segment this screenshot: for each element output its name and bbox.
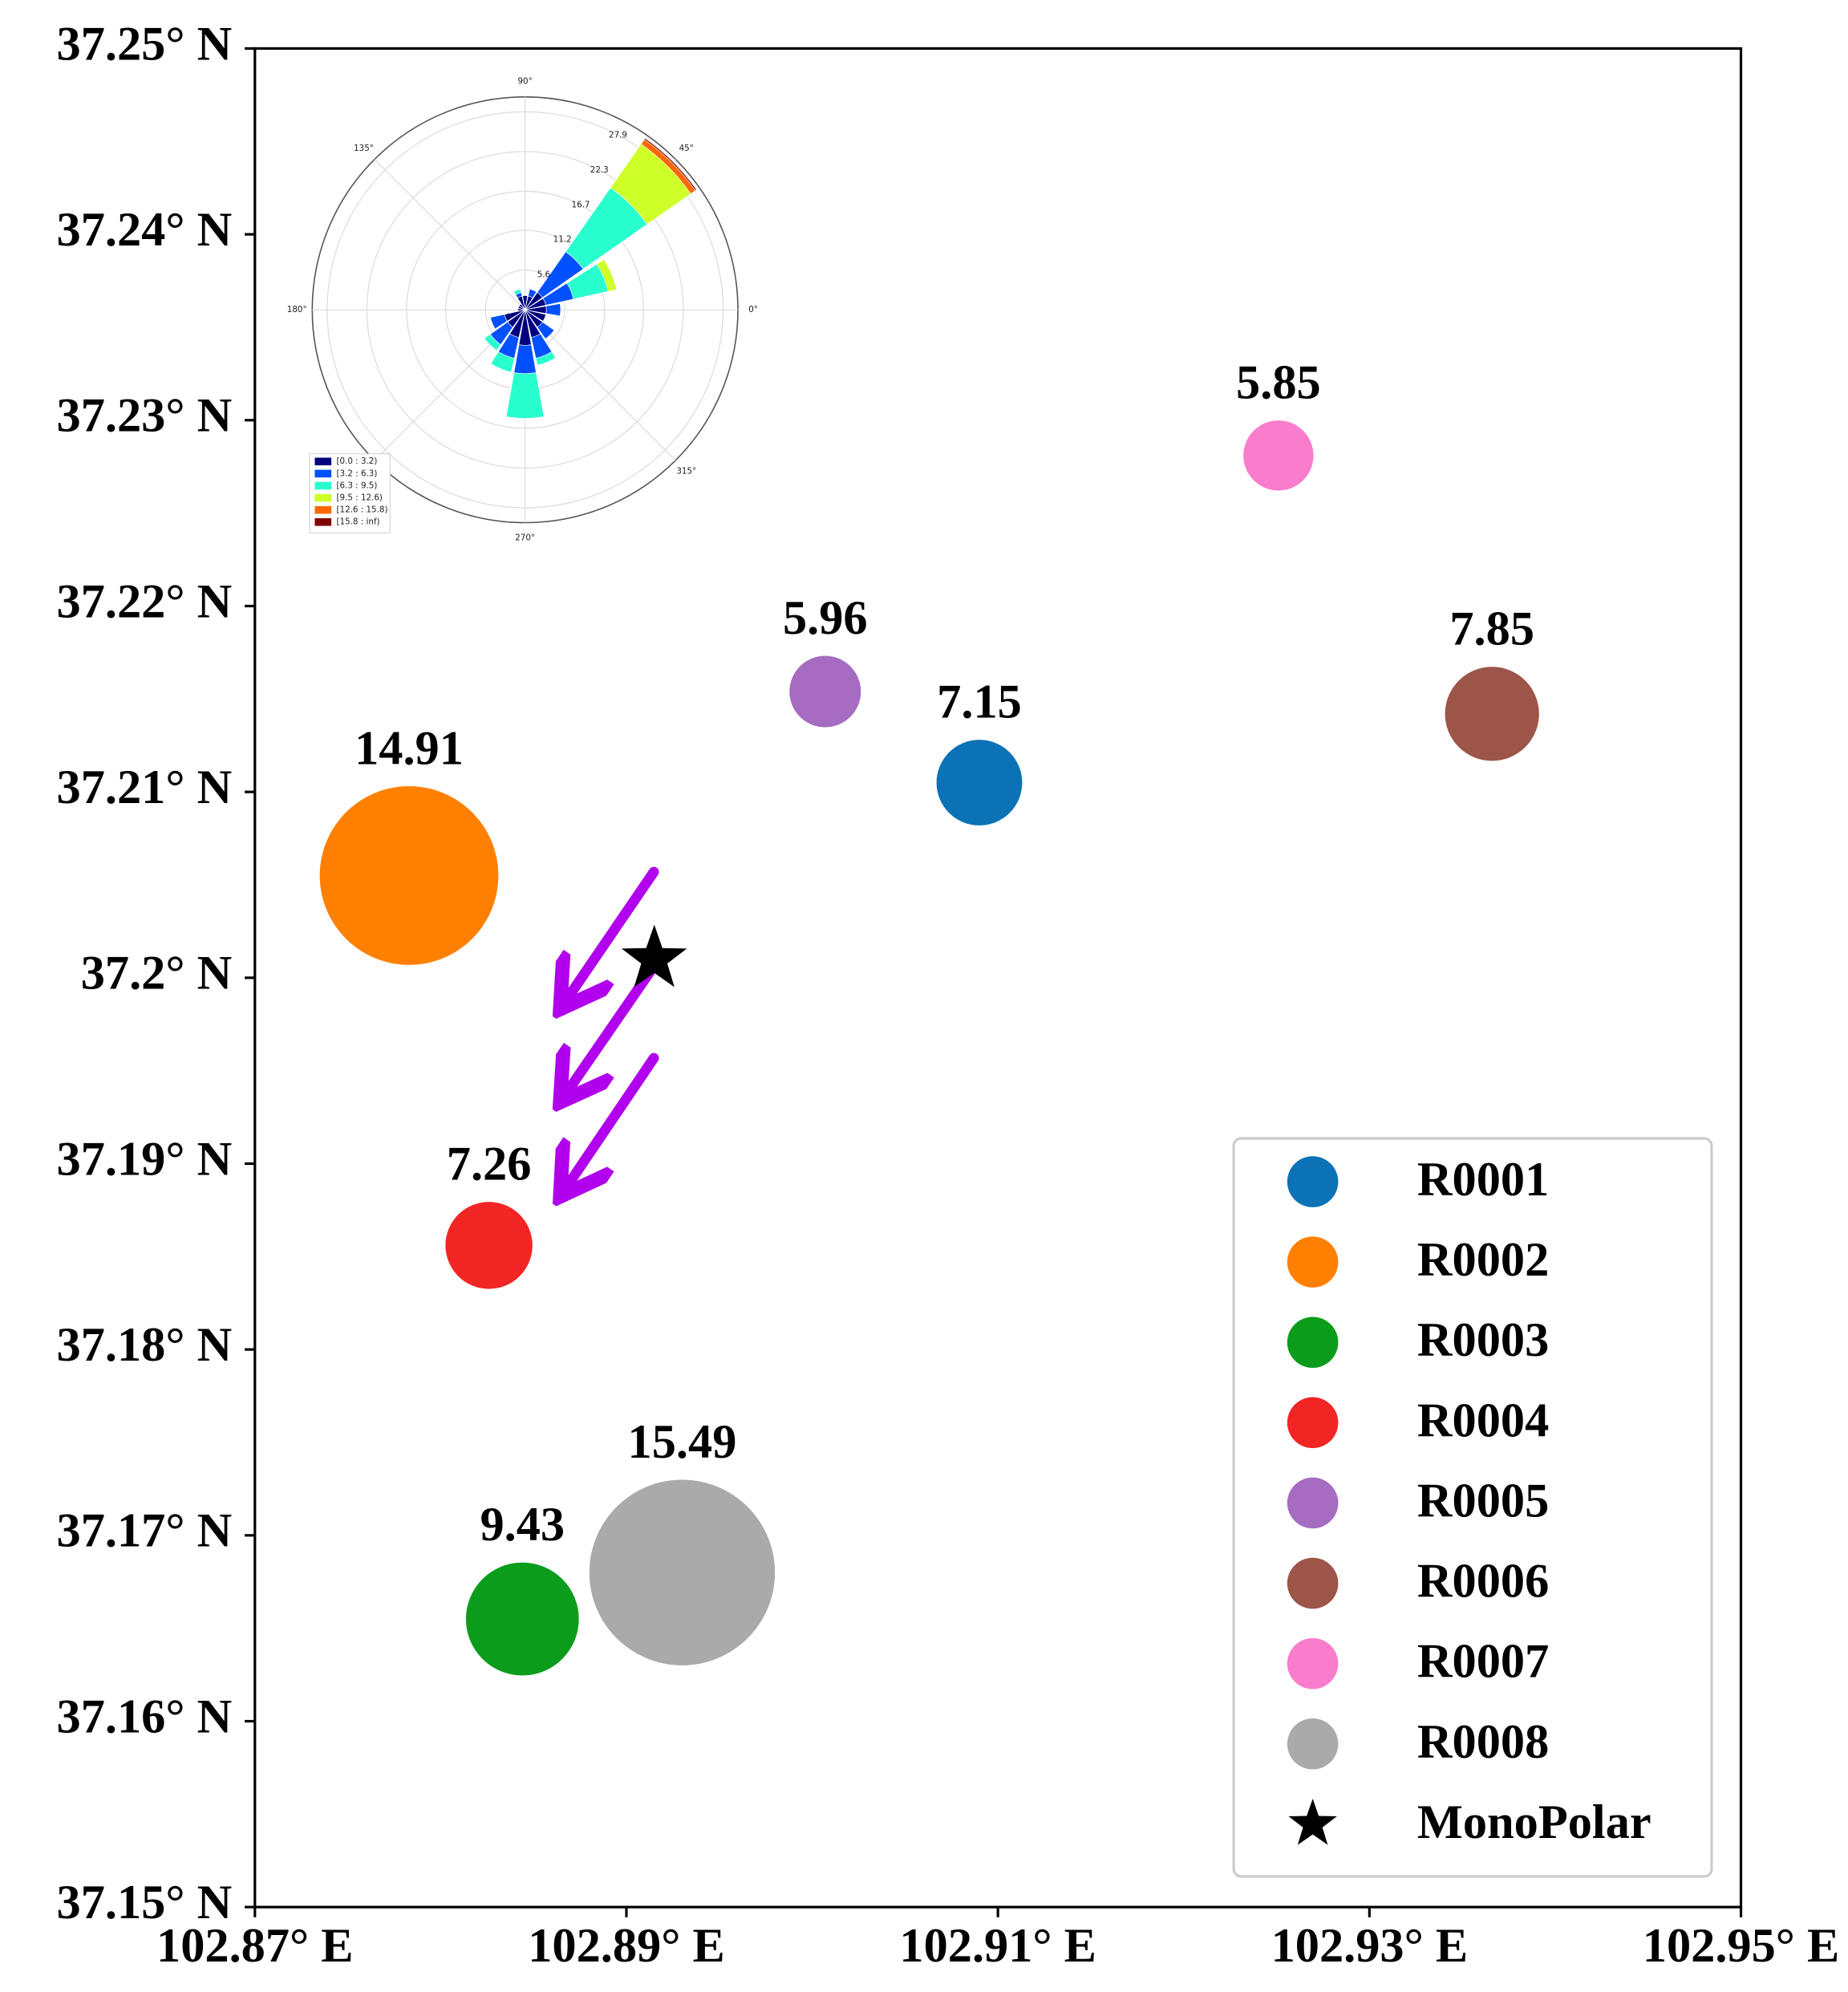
x-tick-label: 102.91° E	[899, 1919, 1096, 1973]
legend-label: R0001	[1417, 1153, 1549, 1207]
windrose-segment	[525, 309, 546, 322]
legend-marker	[1287, 1637, 1339, 1690]
bubble	[789, 655, 861, 728]
legend-marker	[1287, 1718, 1339, 1770]
windrose-angle-label: 90°	[518, 77, 533, 87]
windrose-legend-label: [6.3 : 9.5)	[336, 481, 377, 490]
bubble	[445, 1202, 533, 1289]
windrose-legend-swatch	[314, 505, 332, 514]
windrose-angle-label: 0°	[748, 305, 758, 314]
windrose-legend-swatch	[314, 457, 332, 466]
windrose-segment	[513, 288, 522, 295]
value-label: 7.85	[1449, 602, 1534, 656]
windrose-legend-swatch	[314, 481, 332, 490]
value-label: 9.43	[480, 1498, 565, 1552]
legend-label: R0005	[1417, 1474, 1549, 1527]
value-label: 5.96	[783, 591, 868, 645]
legend-box	[1232, 1137, 1713, 1878]
wind-arrow	[566, 1053, 659, 1188]
legend-marker	[1288, 1799, 1337, 1845]
legend-label: R0008	[1417, 1715, 1549, 1769]
x-tick-label: 102.95° E	[1643, 1919, 1840, 1973]
bubble	[936, 740, 1023, 826]
legend-label: R0007	[1417, 1635, 1549, 1689]
windrose-spoke	[374, 159, 526, 310]
windrose-segment	[643, 137, 697, 191]
value-label: 5.85	[1236, 356, 1321, 410]
windrose-legend-swatch	[314, 493, 332, 502]
windrose-angle-label: 270°	[515, 533, 535, 543]
windrose-legend-label: [12.6 : 15.8)	[336, 505, 387, 515]
legend-label: R0002	[1417, 1233, 1549, 1287]
windrose-legend-label: [15.8 : inf)	[336, 517, 379, 527]
y-tick-label: 37.23° N	[57, 389, 233, 443]
bubble	[465, 1562, 579, 1676]
windrose-legend-swatch	[314, 469, 332, 478]
windrose-segment	[490, 314, 508, 330]
windrose-segment	[505, 372, 545, 419]
windrose-segment	[545, 303, 561, 317]
windrose-legend-label: [0.0 : 3.2)	[336, 456, 377, 466]
windrose-segment	[484, 334, 501, 351]
windrose-segment	[537, 321, 555, 339]
windrose-r-label: 22.3	[590, 165, 609, 175]
windrose-legend-label: [3.2 : 6.3)	[336, 469, 377, 478]
y-tick-label: 37.21° N	[57, 761, 233, 814]
legend-marker	[1287, 1397, 1339, 1449]
y-tick-label: 37.19° N	[57, 1132, 233, 1186]
windrose-angle-label: 180°	[287, 305, 307, 314]
y-tick-label: 37.18° N	[57, 1318, 233, 1372]
windrose-segment	[528, 288, 537, 298]
y-tick-label: 37.24° N	[57, 203, 233, 257]
value-label: 7.26	[447, 1138, 532, 1191]
legend-marker	[1287, 1317, 1339, 1369]
star-marker	[621, 924, 687, 988]
wind-arrows	[566, 866, 659, 1188]
wind-arrow	[566, 961, 659, 1093]
legend-label: R0006	[1417, 1555, 1549, 1609]
x-tick-label: 102.93° E	[1271, 1919, 1469, 1973]
windrose-angle-label: 135°	[354, 144, 374, 153]
y-tick-label: 37.25° N	[57, 17, 233, 71]
windrose-legend-label: [9.5 : 12.6)	[336, 493, 382, 503]
y-tick-label: 37.2° N	[81, 947, 233, 1000]
windrose-ring	[406, 190, 645, 429]
legend-marker	[1287, 1477, 1339, 1529]
value-label: 15.49	[628, 1415, 737, 1469]
windrose-ring	[326, 111, 724, 509]
windrose-r-label: 27.9	[609, 130, 627, 140]
value-label: 14.91	[355, 722, 464, 776]
windrose-ring	[366, 151, 684, 469]
legend-marker	[1287, 1236, 1339, 1288]
y-tick-label: 37.22° N	[57, 574, 233, 628]
windrose-inset: 5.6 11.2 16.7 22.3 27.9 0° 45° 90° 135° 180° 270° 3…	[287, 77, 758, 543]
windrose-segment	[490, 351, 515, 373]
bubble	[319, 786, 499, 965]
legend-marker	[1287, 1557, 1339, 1609]
legend-label: MonoPolar	[1417, 1795, 1651, 1849]
windrose-angle-label: 45°	[679, 144, 694, 153]
legend-label: R0004	[1417, 1394, 1549, 1447]
windrose-r-label: 11.2	[553, 235, 572, 245]
windrose-legend-swatch	[314, 517, 332, 526]
bubble	[589, 1479, 776, 1665]
windrose-r-label: 16.7	[572, 201, 590, 210]
y-tick-label: 37.15° N	[57, 1876, 233, 1929]
wind-arrow	[566, 866, 659, 1000]
y-tick-label: 37.16° N	[57, 1690, 233, 1743]
value-label: 7.15	[937, 675, 1022, 729]
legend-marker	[1287, 1156, 1339, 1207]
windrose-r-label: 5.6	[537, 270, 550, 279]
windrose-segment	[596, 258, 618, 292]
windrose-segment	[535, 351, 557, 366]
windrose-angle-label: 315°	[676, 466, 696, 476]
legend-label: R0003	[1417, 1313, 1549, 1367]
x-tick-label: 102.89° E	[528, 1919, 725, 1973]
bubble	[1243, 420, 1314, 491]
x-tick-label: 102.87° E	[156, 1919, 354, 1973]
bubble	[1445, 667, 1539, 761]
y-tick-label: 37.17° N	[57, 1504, 233, 1558]
